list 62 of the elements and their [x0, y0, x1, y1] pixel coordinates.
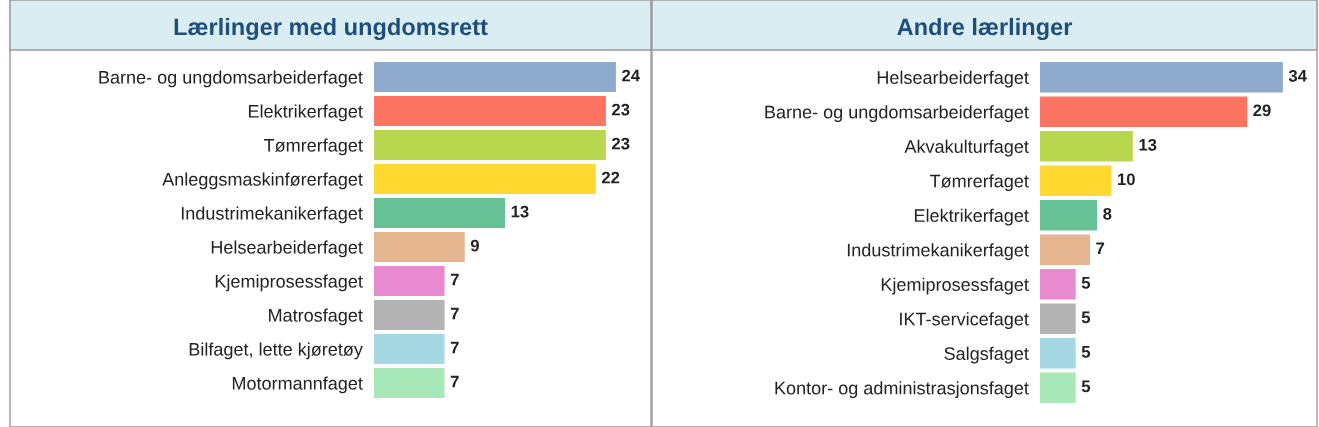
- bar: [1040, 131, 1133, 162]
- y-tick-label: Kjemiprosessfaget: [881, 277, 1029, 295]
- bar: [1040, 200, 1098, 231]
- y-tick-label: Kjemiprosessfaget: [215, 274, 363, 292]
- y-tick-label: Anleggsmaskinførerfaget: [162, 172, 363, 190]
- y-tick-label: Akvakulturfaget: [904, 139, 1029, 157]
- bar: [1040, 269, 1076, 300]
- data-label: 5: [1081, 346, 1091, 358]
- data-label: 22: [601, 171, 620, 184]
- y-tick-label: Motormannfaget: [232, 376, 363, 394]
- data-label: 7: [450, 375, 459, 388]
- data-label: 5: [1081, 311, 1091, 324]
- bar: [374, 164, 596, 194]
- bar: [1040, 165, 1112, 196]
- data-label: 23: [612, 103, 630, 116]
- data-label: 13: [511, 205, 529, 218]
- data-label: 7: [450, 341, 459, 354]
- y-tick-label: Barne- og ungdomsarbeiderfaget: [99, 70, 363, 88]
- data-label: 13: [1139, 138, 1157, 151]
- bar: [374, 198, 506, 228]
- y-tick-label: Industrimekanikerfaget: [847, 243, 1029, 261]
- chart-title: Lærlinger med ungdomsrett: [174, 17, 488, 41]
- y-tick-label: Industrimekanikerfaget: [181, 206, 363, 224]
- bar: [374, 368, 445, 398]
- bar: [374, 130, 606, 160]
- data-label: 7: [1096, 242, 1105, 255]
- data-label: 24: [622, 69, 640, 82]
- bar: [1040, 372, 1076, 403]
- bar: [374, 300, 445, 330]
- y-tick-label: Barne- og ungdomsarbeiderfaget: [765, 105, 1029, 123]
- y-tick-label: Kontor- og administrasjonsfaget: [775, 381, 1029, 399]
- y-tick-label: Tømrerfaget: [929, 174, 1029, 192]
- y-tick-label: Helsearbeiderfaget: [211, 240, 363, 258]
- y-tick-label: Elektrikerfaget: [248, 104, 363, 122]
- chart-title: Andre lærlinger: [897, 17, 1073, 41]
- y-tick-label: Elektrikerfaget: [914, 208, 1029, 226]
- bar: [1040, 96, 1248, 127]
- y-tick-label: Salgsfaget: [944, 346, 1029, 364]
- data-label: 29: [1253, 104, 1271, 117]
- data-label: 5: [1081, 380, 1091, 393]
- bar: [1040, 303, 1076, 334]
- y-tick-label: IKT-servicefaget: [900, 312, 1029, 330]
- y-tick-label: Helsearbeiderfaget: [877, 70, 1029, 88]
- data-label: 5: [1081, 277, 1091, 289]
- bar: [1040, 234, 1090, 265]
- bar: [374, 62, 616, 92]
- data-label: 10: [1118, 173, 1135, 186]
- y-tick-label: Bilfaget, lette kjøretøy: [189, 342, 363, 360]
- bar: [374, 266, 445, 296]
- bar: [374, 96, 606, 126]
- data-label: 23: [612, 137, 630, 150]
- y-tick-label: Tømrerfaget: [263, 138, 363, 156]
- y-tick-label: Matrosfaget: [269, 308, 363, 326]
- data-label: 34: [1288, 69, 1307, 82]
- data-label: 7: [450, 307, 459, 320]
- bar: [1040, 62, 1283, 93]
- bar: [374, 334, 445, 364]
- bar: [1040, 338, 1076, 369]
- data-label: 8: [1103, 207, 1112, 220]
- data-label: 7: [450, 273, 459, 286]
- bar: [374, 232, 465, 262]
- data-label: 9: [470, 239, 479, 252]
